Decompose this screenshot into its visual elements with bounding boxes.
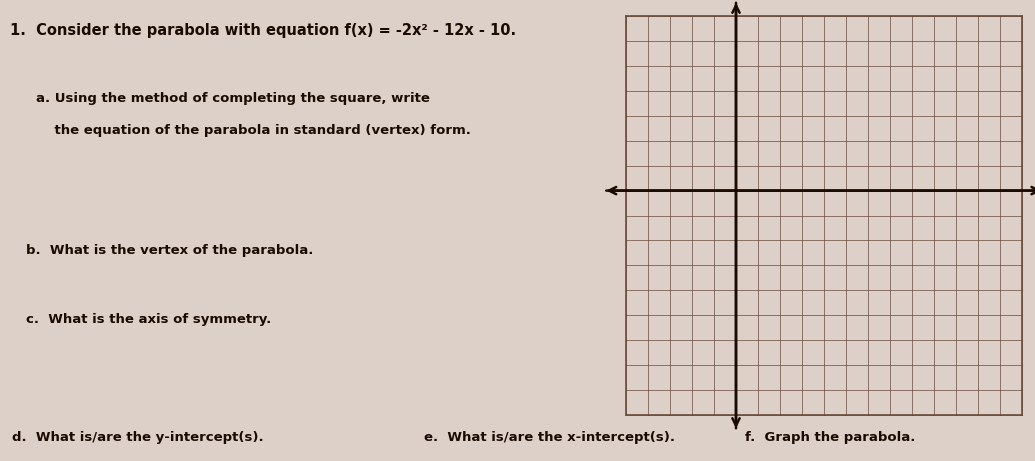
Text: d.  What is/are the y-intercept(s).: d. What is/are the y-intercept(s).	[12, 431, 264, 444]
Text: b.  What is the vertex of the parabola.: b. What is the vertex of the parabola.	[26, 244, 314, 257]
Text: c.  What is the axis of symmetry.: c. What is the axis of symmetry.	[26, 313, 271, 326]
Text: f.  Graph the parabola.: f. Graph the parabola.	[745, 431, 916, 444]
Text: e.  What is/are the x-intercept(s).: e. What is/are the x-intercept(s).	[424, 431, 676, 444]
Text: the equation of the parabola in standard (vertex) form.: the equation of the parabola in standard…	[36, 124, 471, 137]
Text: a. Using the method of completing the square, write: a. Using the method of completing the sq…	[36, 92, 431, 105]
Text: 1.  Consider the parabola with equation f(x) = -2x² - 12x - 10.: 1. Consider the parabola with equation f…	[10, 23, 516, 38]
